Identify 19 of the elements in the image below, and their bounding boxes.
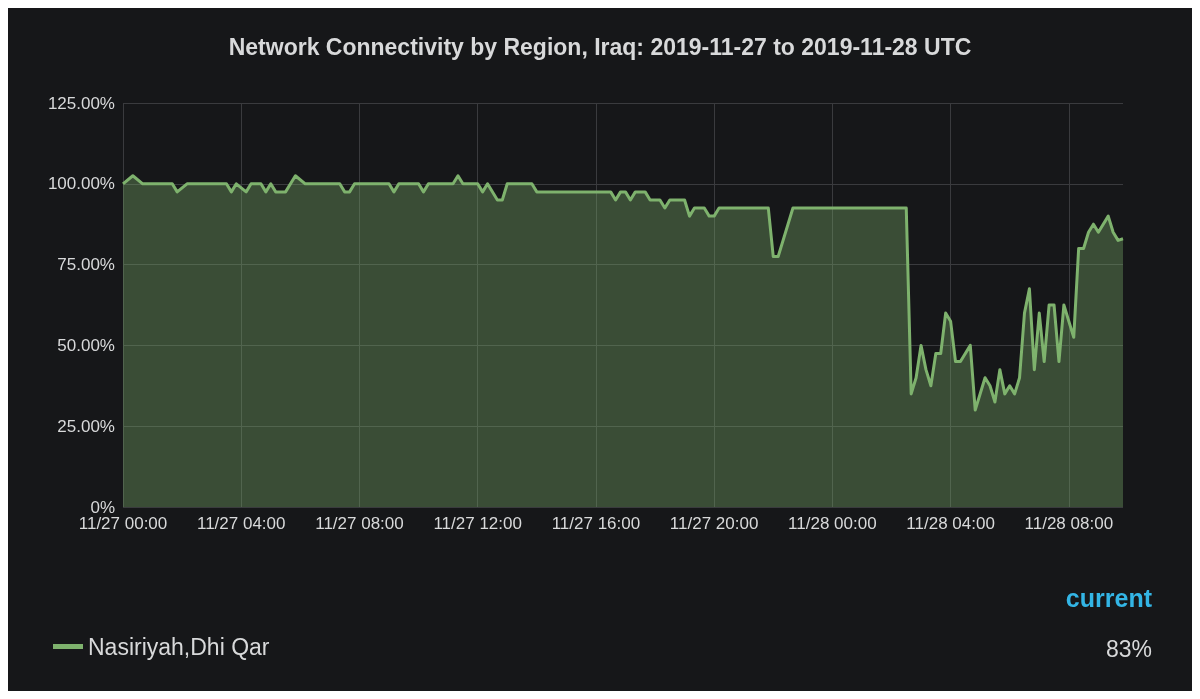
x-tick-label: 11/27 16:00: [551, 514, 641, 533]
x-tick-label: 11/27 20:00: [669, 514, 759, 533]
y-tick-label: 100.00%: [47, 174, 115, 194]
x-tick-label: 11/28 08:00: [1024, 514, 1114, 533]
legend-label: Nasiriyah,Dhi Qar: [88, 633, 270, 660]
y-tick-label: 50.00%: [57, 335, 115, 355]
x-tick-label: 11/28 00:00: [788, 514, 877, 533]
y-tick-label: 25.00%: [57, 416, 115, 436]
x-tick-label: 11/27 00:00: [78, 514, 168, 533]
y-tick-label: 75.00%: [57, 255, 115, 275]
x-tick-label: 11/27 04:00: [196, 514, 286, 533]
x-tick-label: 11/28 04:00: [906, 514, 995, 533]
y-tick-label: 0%: [90, 497, 115, 517]
x-tick-label: 11/27 12:00: [433, 514, 522, 533]
x-tick-label: 11/27 08:00: [315, 514, 404, 533]
text: current: [1065, 583, 1153, 612]
text: 83%: [1105, 635, 1153, 662]
y-tick-label: 125.00%: [47, 93, 115, 113]
chart-title: Network Connectivity by Region, Iraq: 2019-11-27 to 2019-11-28 UTC: [228, 33, 972, 60]
